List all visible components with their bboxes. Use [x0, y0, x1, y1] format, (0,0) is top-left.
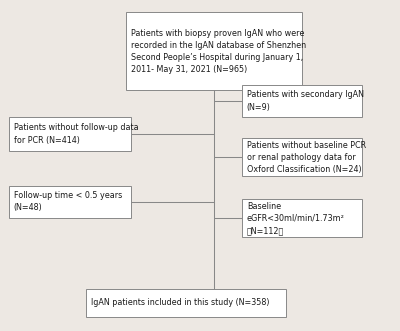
- FancyBboxPatch shape: [86, 289, 286, 317]
- FancyBboxPatch shape: [126, 12, 302, 90]
- FancyBboxPatch shape: [242, 138, 362, 176]
- FancyBboxPatch shape: [9, 186, 131, 218]
- Text: Patients without baseline PCR
or renal pathology data for
Oxford Classification : Patients without baseline PCR or renal p…: [247, 141, 366, 174]
- Text: Patients without follow-up data
for PCR (N=414): Patients without follow-up data for PCR …: [14, 123, 138, 145]
- Text: Patients with biopsy proven IgAN who were
recorded in the IgAN database of Shenz: Patients with biopsy proven IgAN who wer…: [131, 28, 306, 74]
- Text: Follow-up time < 0.5 years
(N=48): Follow-up time < 0.5 years (N=48): [14, 191, 122, 213]
- FancyBboxPatch shape: [242, 199, 362, 238]
- Text: Baseline
eGFR<30ml/min/1.73m²
（N=112）: Baseline eGFR<30ml/min/1.73m² （N=112）: [247, 202, 345, 235]
- FancyBboxPatch shape: [242, 85, 362, 117]
- FancyBboxPatch shape: [9, 117, 131, 152]
- Text: IgAN patients included in this study (N=358): IgAN patients included in this study (N=…: [91, 298, 269, 307]
- Text: Patients with secondary IgAN
(N=9): Patients with secondary IgAN (N=9): [247, 90, 364, 112]
